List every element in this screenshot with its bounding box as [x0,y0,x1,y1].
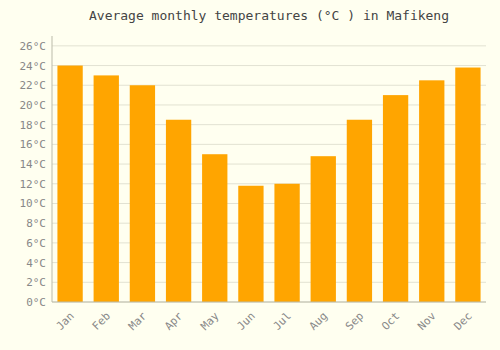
bar [274,184,299,302]
y-tick-label: 0°C [26,296,46,309]
y-grid [52,46,486,302]
y-tick-label: 10°C [20,197,47,210]
y-tick-label: 18°C [20,119,47,132]
x-tick-label: Jan [54,310,77,333]
x-tick-label: Feb [90,310,113,333]
x-tick-label: Jun [234,310,257,333]
bar [57,66,82,302]
y-tick-label: 12°C [20,178,47,191]
y-tick-label: 8°C [26,217,46,230]
y-tick-label: 24°C [20,60,47,73]
bar [311,156,336,302]
y-axis-line [52,36,53,302]
y-tick-label: 20°C [20,99,47,112]
y-tick-label: 4°C [26,257,46,270]
bar [94,75,119,302]
y-tick-label: 2°C [26,276,46,289]
bar [166,120,191,302]
y-tick-label: 14°C [20,158,47,171]
y-axis-ticks: 0°C 2°C 4°C 6°C 8°C 10°C 12°C 14°C 16°C 18°C 20°C 2… [20,40,47,309]
bar [383,95,408,302]
chart-container: Average monthly temperatures (°C ) in Ma… [0,0,500,350]
chart-svg: Average monthly temperatures (°C ) in Ma… [0,0,500,350]
grid-line [52,302,486,303]
y-tick-label: 16°C [20,138,47,151]
grid-line [52,45,486,46]
x-tick-label: May [198,309,222,333]
bars [57,66,480,302]
x-tick-label: Mar [126,309,150,333]
chart-title: Average monthly temperatures (°C ) in Ma… [89,8,449,23]
x-tick-label: Oct [379,310,402,333]
bar [455,68,480,302]
bar [202,154,227,302]
bar [419,80,444,302]
bar [238,186,263,302]
x-tick-label: Aug [307,310,330,333]
x-axis-line [52,302,486,303]
y-tick-label: 22°C [20,79,47,92]
x-tick-label: Apr [162,309,186,333]
grid-line [52,65,486,66]
bar [347,120,372,302]
x-tick-label: Nov [415,309,439,333]
y-tick-label: 6°C [26,237,46,250]
x-tick-label: Jul [271,310,294,333]
y-tick-label: 26°C [20,40,47,53]
bar [130,85,155,302]
x-tick-label: Dec [451,310,474,333]
x-tick-label: Sep [343,310,366,333]
x-axis-ticks: Jan Feb Mar Apr May Jun Jul Aug Sep Oct Nov Dec [54,309,475,333]
